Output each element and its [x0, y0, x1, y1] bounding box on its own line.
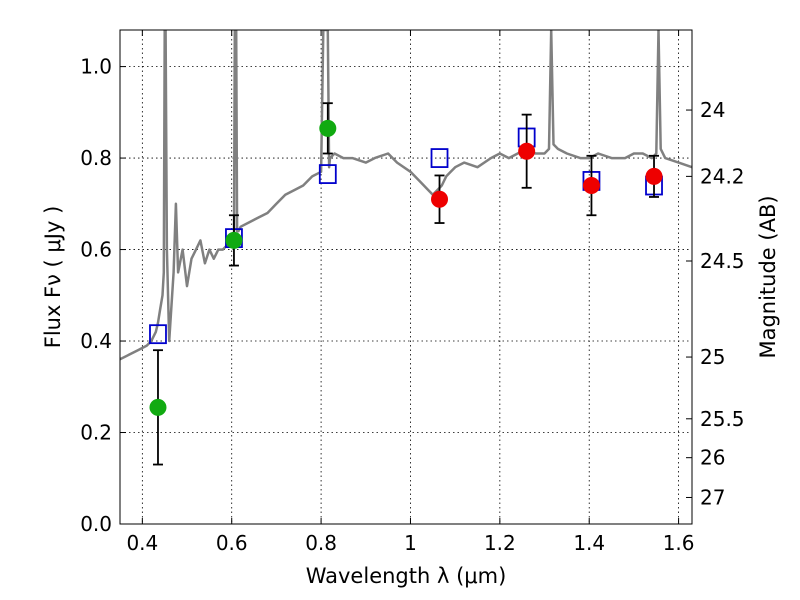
- right-axis-tick-label: 26: [700, 446, 725, 470]
- x-tick-label: 0.8: [305, 531, 337, 555]
- right-axis-tick-label: 25: [700, 345, 725, 369]
- plot-contents: [120, 30, 692, 466]
- model-spectrum-line: [120, 30, 692, 361]
- right-axis-label: Magnitude (AB): [756, 195, 780, 358]
- x-axis-label: Wavelength λ (μm): [306, 564, 507, 588]
- right-axis-tick-label: 24.5: [700, 249, 745, 273]
- observed-flux-point: [319, 119, 337, 137]
- model-photometry-marker: [149, 324, 167, 345]
- x-tick-label: 1.4: [573, 531, 605, 555]
- right-axis-tick-label: 24.2: [700, 164, 745, 188]
- right-magnitude-axis: 24 24.2 24.5 25 25.5 26 27: [686, 98, 745, 509]
- x-tick-label: 1.2: [484, 531, 516, 555]
- observed-flux-point: [149, 398, 167, 416]
- y-tick-label: 0.8: [80, 146, 112, 170]
- observed-flux-point: [518, 142, 536, 160]
- y-tick-label: 0.0: [80, 512, 112, 536]
- y-tick-label: 0.2: [80, 421, 112, 445]
- grid: [120, 30, 692, 525]
- model-photometry-marker: [318, 164, 337, 184]
- x-tick-label: 1: [404, 531, 417, 555]
- observed-flux-point: [431, 190, 449, 208]
- series-layer: [120, 30, 692, 466]
- right-axis-tick-label: 25.5: [700, 407, 745, 431]
- x-tick-label: 0.6: [216, 531, 248, 555]
- observed-flux-point: [225, 231, 243, 249]
- observed-flux-point: [582, 177, 600, 195]
- y-tick-label: 0.4: [80, 329, 112, 353]
- x-axis: 0.4 0.6 0.8 1 1.2 1.4 1.6: [126, 30, 695, 555]
- x-tick-label: 0.4: [126, 531, 158, 555]
- observed-flux-point: [645, 167, 663, 185]
- model-photometry-marker: [430, 148, 449, 168]
- y-tick-label: 0.6: [80, 238, 112, 262]
- x-tick-label: 1.6: [663, 531, 695, 555]
- right-axis-tick-label: 27: [700, 485, 725, 509]
- right-axis-tick-label: 24: [700, 98, 725, 122]
- plot-frame: [119, 29, 693, 525]
- y-axis-label: Flux Fν ( μJy ): [41, 206, 65, 349]
- y-tick-label: 1.0: [80, 55, 112, 79]
- y-axis: 0.0 0.2 0.4 0.6 0.8 1.0: [80, 55, 126, 536]
